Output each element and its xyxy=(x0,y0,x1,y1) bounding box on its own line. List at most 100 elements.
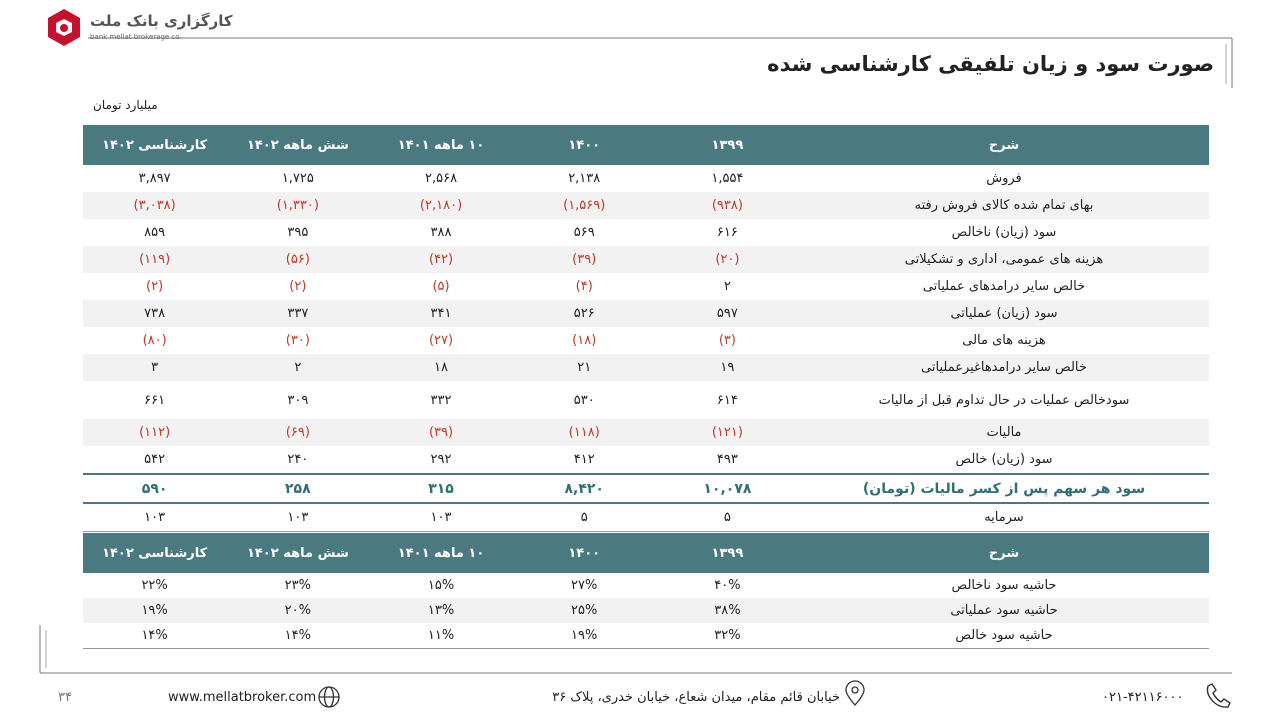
cell: (۲۷) xyxy=(428,333,454,348)
page-number: ۳۴ xyxy=(58,690,72,705)
phone-icon xyxy=(1206,683,1231,708)
cell: (۱۸) xyxy=(572,333,597,348)
cell: ۳۳۷ xyxy=(226,300,370,327)
cell: ۳۴۱ xyxy=(369,300,513,327)
cell: (۸۰) xyxy=(142,333,167,348)
address: خیابان قائم مقام، میدان شعاع، خیابان خدر… xyxy=(552,690,840,705)
logo-title: کارگزاری بانک ملت xyxy=(90,12,233,30)
cell: ۵ xyxy=(512,503,656,532)
cell: ۲۵% xyxy=(512,598,656,623)
page-title: صورت سود و زیان تلفیقی کارشناسی شده xyxy=(767,52,1214,76)
row-label: سود (زیان) عملیاتی xyxy=(799,300,1209,327)
table-head: شرح ۱۳۹۹ ۱۴۰۰ ۱۰ ماهه ۱۴۰۱ شش ماهه ۱۴۰۲ کارشن… xyxy=(83,125,1209,165)
cell: (۱,۵۶۹) xyxy=(512,192,656,219)
header-cell: کارشناسی ۱۴۰۲ xyxy=(83,125,227,165)
cell: ۳۸% xyxy=(655,598,799,623)
header-row: شرح ۱۳۹۹ ۱۴۰۰ ۱۰ ماهه ۱۴۰۱ شش ماهه ۱۴۰۲ کارشن… xyxy=(83,533,1209,573)
cell: ۱۵% xyxy=(427,578,455,593)
row-label: خالص سایر درامدهای عملیاتی xyxy=(922,279,1086,294)
cell: (۲) xyxy=(146,279,164,294)
cell: ۲,۱۳۸ xyxy=(568,171,601,186)
table-body: حاشیه سود ناخالص ۴۰% ۲۷% ۱۵% ۲۳% ۲۲% حاشیه سود… xyxy=(83,573,1209,649)
cell: (۳,۰۳۸) xyxy=(83,192,227,219)
cell: ۵۶۹ xyxy=(573,225,595,240)
row: سود (زیان) خالص ۴۹۳ ۴۱۲ ۲۹۲ ۲۴۰ ۵۴۲ xyxy=(83,446,1209,475)
cell: ۳ xyxy=(83,354,227,381)
cell: (۳۹) xyxy=(512,246,656,273)
cell: ۱۹% xyxy=(512,623,656,649)
row: هزینه های عمومی، اداری و تشکیلاتی (۲۰) (۳۹… xyxy=(83,246,1209,273)
header-cell: ۱۳۹۹ xyxy=(655,533,799,573)
cell: ۲۳% xyxy=(284,578,311,593)
cell: (۳) xyxy=(718,333,736,348)
cell: ۱,۵۵۴ xyxy=(711,171,744,186)
header-row: شرح ۱۳۹۹ ۱۴۰۰ ۱۰ ماهه ۱۴۰۱ شش ماهه ۱۴۰۲ کارشن… xyxy=(83,125,1209,165)
cell: ۱۹ xyxy=(655,354,799,381)
cell: ۶۶۱ xyxy=(144,392,166,408)
cell: ۱۰,۰۷۸ xyxy=(655,474,799,504)
header-cell: شرح xyxy=(799,125,1209,165)
cell: ۴۰% xyxy=(714,578,741,593)
cell: ۱۰۳ xyxy=(83,503,227,532)
row: حاشیه سود خالص ۳۲% ۱۹% ۱۱% ۱۴% ۱۴% xyxy=(83,623,1209,649)
cell: ۳,۸۹۷ xyxy=(138,171,171,186)
row-label: سود (زیان) خالص xyxy=(799,446,1209,475)
cell: ۸,۴۲۰ xyxy=(512,474,656,504)
cell: ۱۳% xyxy=(369,598,513,623)
row: سود (زیان) ناخالص ۶۱۶ ۵۶۹ ۳۸۸ ۳۹۵ ۸۵۹ xyxy=(83,219,1209,246)
cell: ۳۱۵ xyxy=(369,474,513,504)
phone: ۰۲۱-۴۲۱۱۶۰۰۰ xyxy=(1102,690,1184,705)
cell: ۲۱ xyxy=(512,354,656,381)
cell: (۳۰) xyxy=(285,333,310,348)
cell: ۵۲۶ xyxy=(512,300,656,327)
cell: ۵ xyxy=(655,503,799,532)
cell: (۱۲۱) xyxy=(655,419,799,446)
row: مالیات (۱۲۱) (۱۱۸) (۳۹) (۶۹) (۱۱۲) xyxy=(83,419,1209,446)
header-cell: ۱۰ ماهه ۱۴۰۱ xyxy=(369,125,513,165)
table-body: فروش ۱,۵۵۴ ۲,۱۳۸ ۲,۵۶۸ ۱,۷۲۵ ۳,۸۹۷ بهای تمام ش… xyxy=(83,165,1209,532)
cell: ۱۸ xyxy=(369,354,513,381)
cell: ۴۹۳ xyxy=(655,446,799,475)
cell: (۴۲) xyxy=(369,246,513,273)
row: حاشیه سود عملیاتی ۳۸% ۲۵% ۱۳% ۲۰% ۱۹% xyxy=(83,598,1209,623)
cell: ۲۰% xyxy=(226,598,370,623)
unit-label: میلیارد تومان xyxy=(93,98,158,112)
header-cell: شش ماهه ۱۴۰۲ xyxy=(226,125,370,165)
row-label: هزینه های عمومی، اداری و تشکیلاتی xyxy=(799,246,1209,273)
row: خالص سایر درامدهاغیرعملیاتی ۱۹ ۲۱ ۱۸ ۲ ۳ xyxy=(83,354,1209,381)
cell: (۵۶) xyxy=(226,246,370,273)
logo-subtitle: bank mellat brokerage co. xyxy=(90,33,182,41)
row-label: هزینه های مالی xyxy=(962,333,1046,348)
row-label: خالص سایر درامدهاغیرعملیاتی xyxy=(799,354,1209,381)
cell: ۳۳۲ xyxy=(430,392,452,408)
cell: ۲ xyxy=(226,354,370,381)
header-cell: ۱۴۰۰ xyxy=(512,125,656,165)
row-label: سود (زیان) ناخالص xyxy=(951,225,1057,240)
cell: (۲,۱۸۰) xyxy=(369,192,513,219)
row-label: حاشیه سود خالص xyxy=(799,623,1209,649)
row-label: بهای تمام شده کالای فروش رفته xyxy=(799,192,1209,219)
cell: ۵۹۰ xyxy=(83,474,227,504)
cell: ۶۱۶ xyxy=(716,225,738,240)
cell: ۷۳۸ xyxy=(83,300,227,327)
row: سود (زیان) عملیاتی ۵۹۷ ۵۲۶ ۳۴۱ ۳۳۷ ۷۳۸ xyxy=(83,300,1209,327)
cell: ۲۲% xyxy=(141,578,168,593)
row: هزینه های مالی (۳) (۱۸) (۲۷) (۳۰) (۸۰) xyxy=(83,327,1209,354)
margin-table: شرح ۱۳۹۹ ۱۴۰۰ ۱۰ ماهه ۱۴۰۱ شش ماهه ۱۴۰۲ کارشن… xyxy=(83,533,1209,649)
cell: (۴) xyxy=(575,279,593,294)
row-label: سرمایه xyxy=(799,503,1209,532)
row: سودخالص عملیات در حال تداوم قبل از مالیا… xyxy=(83,381,1209,419)
cell: ۳۰۹ xyxy=(287,392,309,408)
cell: ۳۲% xyxy=(655,623,799,649)
row: سرمایه ۵ ۵ ۱۰۳ ۱۰۳ ۱۰۳ xyxy=(83,503,1209,532)
cell: ۱۴% xyxy=(83,623,227,649)
row-label: سود هر سهم پس از کسر مالیات (تومان) xyxy=(799,474,1209,504)
cell: ۳۹۵ xyxy=(287,225,309,240)
header-cell: ۱۳۹۹ xyxy=(655,125,799,165)
cell: ۲ xyxy=(723,279,731,294)
header-cell: کارشناسی ۱۴۰۲ xyxy=(83,533,227,573)
header-cell: ۱۰ ماهه ۱۴۰۱ xyxy=(369,533,513,573)
cell: ۱۴% xyxy=(226,623,370,649)
